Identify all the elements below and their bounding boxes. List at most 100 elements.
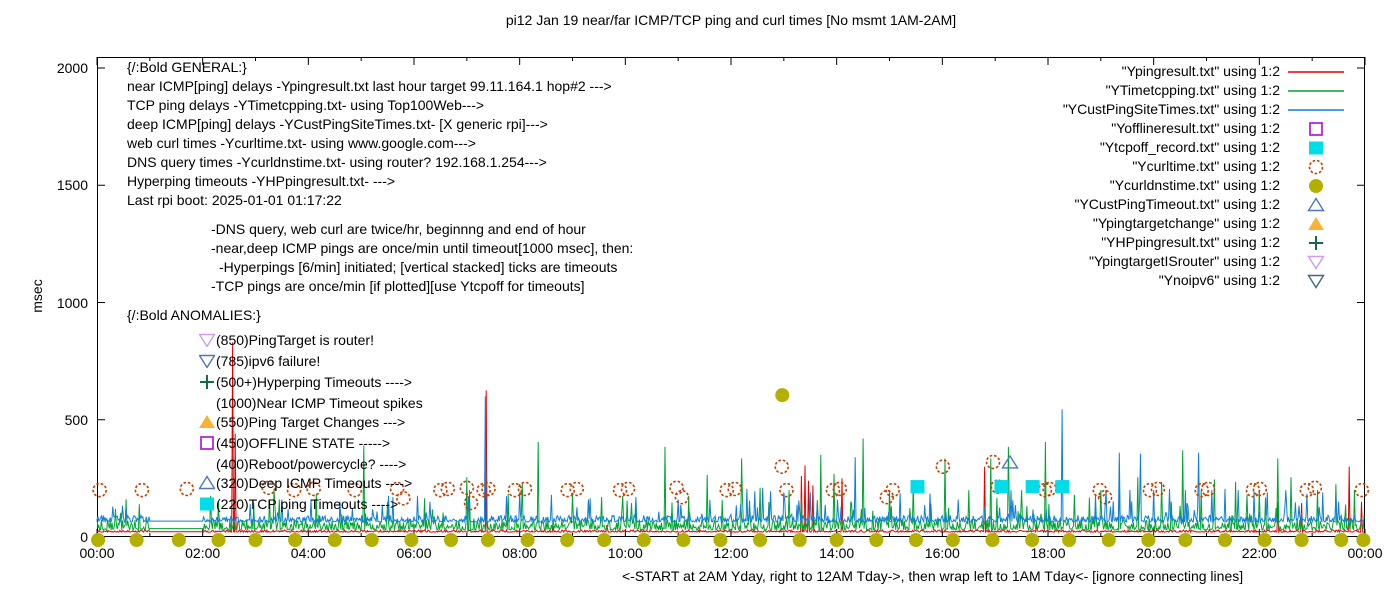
legend-row: "Ynoipv6" using 1:2 (1063, 271, 1348, 290)
legend-marker-sample (1309, 235, 1323, 250)
x-tick-label: 14:00 (819, 545, 855, 561)
legend-marker-sample (1309, 121, 1323, 136)
x-tick-label: 16:00 (924, 545, 960, 561)
general-annotation-block: {/:Bold GENERAL:} near ICMP[ping] delays … (127, 58, 633, 296)
y-tick-label: 2000 (56, 60, 88, 76)
general-annotation-line: web curl times -Ycurltime.txt- using www… (127, 135, 476, 151)
x-tick-label: 12:00 (713, 545, 749, 561)
anomaly-row: (400)Reboot/powercycle? ----> (199, 455, 423, 474)
x-tick-label: 08:00 (502, 545, 538, 561)
general-annotation-line: DNS query times -Ycurldnstime.txt- using… (127, 154, 547, 170)
legend-line-sample (1288, 70, 1344, 73)
anomalies-annotation-block: {/:Bold ANOMALIES:} (850)PingTarget is r… (127, 306, 423, 516)
general-annotation-line: TCP ping delays -YTimetcpping.txt- using… (127, 97, 485, 113)
legend-line-sample (1288, 89, 1344, 92)
legend-marker-sample (1307, 196, 1325, 211)
general-annotation-line: {/:Bold GENERAL:} (127, 59, 247, 75)
triangle-down-open-icon (198, 353, 216, 373)
x-axis-caption: <-START at 2AM Yday, right to 12AM Tday-… (622, 568, 1244, 584)
y-tick-label: 0 (80, 529, 88, 545)
legend-label: "Ypingresult.txt" using 1:2 (1121, 63, 1280, 79)
legend-row: "YTimetcpping.txt" using 1:2 (1063, 81, 1348, 100)
legend-marker-sample (1308, 216, 1324, 230)
anomalies-header: {/:Bold ANOMALIES:} (127, 307, 261, 323)
square-filled-icon (199, 496, 216, 516)
legend-label: "Ypingtargetchange" using 1:2 (1092, 215, 1280, 231)
anomaly-text: (450)OFFLINE STATE -----> (216, 435, 391, 451)
general-annotation-line: -near,deep ICMP pings are once/min until… (211, 240, 634, 256)
legend: "Ypingresult.txt" using 1:2 "YTimetcpping… (1063, 62, 1348, 290)
anomaly-text: (220)TCP ping Timeouts ----> (216, 496, 399, 512)
legend-row: "Ycurltime.txt" using 1:2 (1063, 157, 1348, 176)
anomaly-row: (220)TCP ping Timeouts ----> (199, 495, 423, 516)
legend-label: "YTimetcpping.txt" using 1:2 (1105, 82, 1280, 98)
chart-title: pi12 Jan 19 near/far ICMP/TCP ping and c… (505, 12, 957, 28)
x-tick-label: 00:00 (79, 545, 115, 561)
triangle-open-icon (198, 475, 216, 495)
legend-row: "Ytcpoff_record.txt" using 1:2 (1063, 138, 1348, 157)
legend-label: "Ytcpoff_record.txt" using 1:2 (1099, 139, 1280, 155)
triangle-filled-icon (199, 414, 216, 434)
legend-marker-sample (1309, 178, 1323, 193)
legend-row: "Ycurldnstime.txt" using 1:2 (1063, 176, 1348, 195)
legend-row: "YCustPingSiteTimes.txt" using 1:2 (1063, 100, 1348, 119)
general-annotation-line: deep ICMP[ping] delays -YCustPingSiteTim… (127, 116, 548, 132)
legend-label: "YCustPingSiteTimes.txt" using 1:2 (1062, 101, 1280, 117)
legend-line-sample (1288, 108, 1344, 111)
anomaly-row: (500+)Hyperping Timeouts ----> (199, 373, 423, 394)
legend-row: "Ypingresult.txt" using 1:2 (1063, 62, 1348, 81)
legend-label: "YpingtargetISrouter" using 1:2 (1088, 253, 1280, 269)
anomaly-row: (450)OFFLINE STATE -----> (199, 434, 423, 455)
plus-icon (199, 374, 216, 394)
x-tick-label: 10:00 (607, 545, 643, 561)
anomaly-row: (1000)Near ICMP Timeout spikes (199, 394, 423, 413)
legend-label: "Yofflineresult.txt" using 1:2 (1111, 120, 1280, 136)
general-annotation-line: near ICMP[ping] delays -Ypingresult.txt … (127, 78, 612, 94)
anomaly-text: (850)PingTarget is router! (216, 332, 374, 348)
legend-label: "Ycurltime.txt" using 1:2 (1132, 158, 1280, 174)
general-annotation-line: Last rpi boot: 2025-01-01 01:17:22 (127, 192, 342, 208)
x-tick-label: 22:00 (1241, 545, 1277, 561)
legend-label: "YHPpingresult.txt" using 1:2 (1101, 234, 1280, 250)
anomaly-text: (1000)Near ICMP Timeout spikes (216, 395, 423, 411)
anomaly-text: (550)Ping Target Changes ---> (216, 414, 406, 430)
x-tick-label: 20:00 (1136, 545, 1172, 561)
x-tick-label: 18:00 (1030, 545, 1066, 561)
legend-label: "Ycurldnstime.txt" using 1:2 (1109, 177, 1280, 193)
anomaly-row: (320)Deep ICMP Timeouts ----> (198, 474, 423, 495)
anomaly-row: (785)ipv6 failure! (198, 352, 423, 373)
anomaly-text: (320)Deep ICMP Timeouts ----> (216, 475, 413, 491)
anomalies-rows: (850)PingTarget is router! (785)ipv6 fail… (127, 331, 423, 516)
legend-label: "Ynoipv6" using 1:2 (1158, 272, 1280, 288)
legend-marker-sample (1307, 274, 1325, 289)
anomaly-row: (850)PingTarget is router! (198, 331, 423, 352)
legend-marker-sample (1309, 141, 1323, 154)
y-tick-label: 1000 (56, 294, 88, 311)
square-open-icon (199, 435, 216, 455)
legend-row: "YCustPingTimeout.txt" using 1:2 (1063, 195, 1348, 214)
general-annotation-line: Hyperping timeouts -YHPpingresult.txt- -… (127, 173, 396, 189)
x-tick-label: 00:00 (1347, 545, 1383, 561)
general-annotation-line: -Hyperpings [6/min] initiated; [vertical… (219, 259, 618, 275)
legend-label: "YCustPingTimeout.txt" using 1:2 (1074, 196, 1280, 212)
legend-row: "YpingtargetISrouter" using 1:2 (1063, 252, 1348, 271)
legend-marker-sample (1308, 159, 1324, 174)
plot-area (91, 57, 1371, 547)
anomaly-text: (400)Reboot/powercycle? ----> (216, 456, 407, 472)
general-annotation-line: -TCP pings are once/min [if plotted][use… (211, 278, 585, 294)
legend-marker-sample (1307, 255, 1325, 270)
legend-row: "Yofflineresult.txt" using 1:2 (1063, 119, 1348, 138)
anomaly-row: (550)Ping Target Changes ---> (199, 413, 423, 434)
x-tick-label: 06:00 (396, 545, 432, 561)
triangle-down-open-icon (198, 332, 216, 352)
general-annotation-line: -DNS query, web curl are twice/hr, begin… (211, 221, 586, 237)
y-tick-label: 1500 (56, 177, 88, 194)
anomaly-text: (785)ipv6 failure! (216, 353, 321, 369)
legend-row: "YHPpingresult.txt" using 1:2 (1063, 233, 1348, 252)
legend-row: "Ypingtargetchange" using 1:2 (1063, 214, 1348, 233)
x-tick-label: 04:00 (290, 545, 326, 561)
anomaly-text: (500+)Hyperping Timeouts ----> (216, 374, 413, 390)
y-tick-label: 500 (64, 411, 88, 428)
x-tick-label: 02:00 (185, 545, 221, 561)
